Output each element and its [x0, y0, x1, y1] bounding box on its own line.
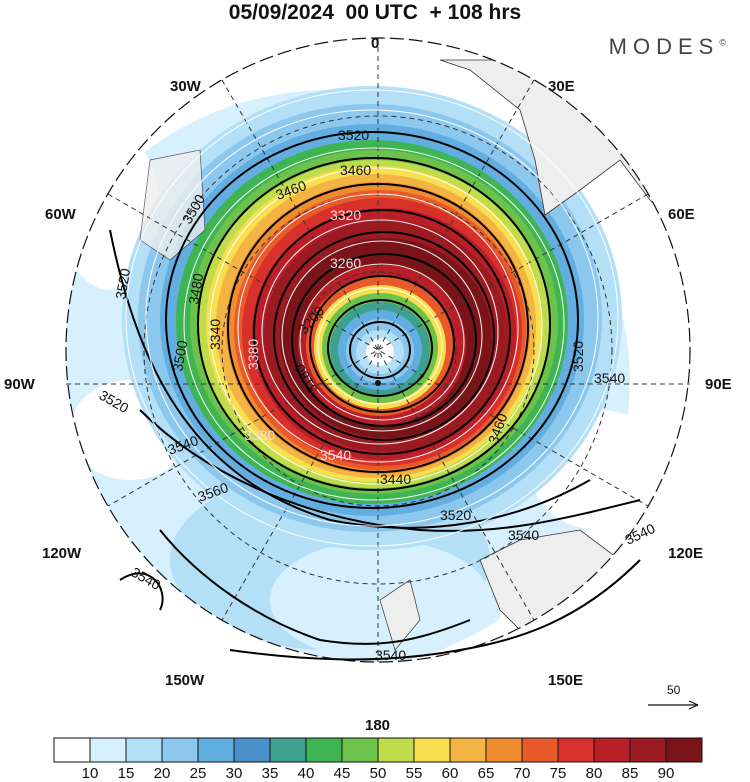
lon-label-0: 0	[371, 35, 380, 52]
brand-logo: MODES©	[608, 34, 726, 59]
lon-label-60w: 60W	[45, 206, 76, 223]
lon-label-30e: 30E	[548, 78, 575, 95]
colorbar-tick-label: 35	[261, 765, 279, 782]
colorbar-swatch	[305, 737, 343, 763]
contour-label: 3380	[244, 427, 275, 443]
contour-label: 3520	[570, 341, 586, 372]
colorbar-tick-label: 50	[369, 765, 387, 782]
height-contours	[109, 131, 641, 661]
map-title: 05/09/2024 00 UTC + 108 hrs	[228, 1, 522, 24]
colorbar-swatch	[413, 737, 451, 763]
colorbar	[53, 737, 703, 763]
colorbar-swatch	[89, 737, 127, 763]
colorbar-swatch	[593, 737, 631, 763]
colorbar-tick-label: 45	[333, 765, 351, 782]
colorbar-swatch	[269, 737, 307, 763]
lon-label-30w: 30W	[170, 78, 201, 95]
contour-label: 3540	[375, 647, 406, 663]
colorbar-swatch	[521, 737, 559, 763]
graticule	[66, 38, 690, 662]
contour-label: 3260	[330, 255, 361, 271]
lon-label-120w: 120W	[42, 545, 82, 562]
colorbar-tick-label: 90	[657, 765, 675, 782]
contour-label: 3480	[185, 272, 206, 306]
colorbar-swatch	[53, 737, 91, 763]
colorbar-swatch	[665, 737, 703, 763]
contour-label: 3460	[340, 162, 371, 178]
colorbar-swatch	[629, 737, 667, 763]
colorbar-swatch	[341, 737, 379, 763]
colorbar-swatch	[449, 737, 487, 763]
lon-label-120e: 120E	[668, 545, 704, 562]
colorbar-tick-label: 25	[189, 765, 207, 782]
contour-label: 3540	[508, 527, 539, 543]
colorbar-swatch	[161, 737, 199, 763]
contour-label: 3540	[594, 370, 625, 386]
lon-label-150e: 150E	[548, 672, 584, 689]
contour-label: 3500	[169, 339, 190, 373]
colorbar-tick-label: 20	[153, 765, 171, 782]
lon-label-90e: 90E	[705, 376, 732, 393]
colorbar-swatch	[485, 737, 523, 763]
reference-vector-label: 50	[667, 683, 681, 697]
contour-label: 3380	[245, 339, 261, 370]
colorbar-tick-label: 60	[441, 765, 459, 782]
colorbar-tick-label: 75	[549, 765, 567, 782]
contour-label: 3520	[338, 127, 369, 143]
lon-label-60e: 60E	[668, 206, 695, 223]
colorbar-tick-label: 55	[405, 765, 423, 782]
reference-vector-arrow	[648, 700, 699, 710]
map-boundary	[65, 37, 691, 663]
contour-label: 3320	[330, 207, 361, 223]
colorbar-tick-label: 15	[117, 765, 135, 782]
colorbar-tick-label: 70	[513, 765, 531, 782]
wind-streamlines	[125, 89, 619, 547]
colorbar-tick-label: 65	[477, 765, 495, 782]
colorbar-swatch	[377, 737, 415, 763]
colorbar-tick-label: 85	[621, 765, 639, 782]
colorbar-tick-label: 10	[81, 765, 99, 782]
colorbar-swatch	[197, 737, 235, 763]
contour-label: 3340	[207, 319, 223, 350]
contour-label: 3520	[112, 267, 133, 301]
contour-label: 3540	[320, 447, 351, 463]
colorbar-tick-label: 40	[297, 765, 315, 782]
colorbar-tick-label: 80	[585, 765, 603, 782]
lon-label-180: 180	[365, 717, 391, 734]
pole-marker	[375, 380, 381, 386]
contour-label: 3520	[440, 507, 471, 523]
contour-label: 3440	[380, 471, 411, 487]
colorbar-swatch	[233, 737, 271, 763]
lon-label-150w: 150W	[165, 672, 205, 689]
colorbar-tick-label: 30	[225, 765, 243, 782]
colorbar-swatch	[557, 737, 595, 763]
colorbar-swatch	[125, 737, 163, 763]
lon-label-90w: 90W	[4, 376, 35, 393]
